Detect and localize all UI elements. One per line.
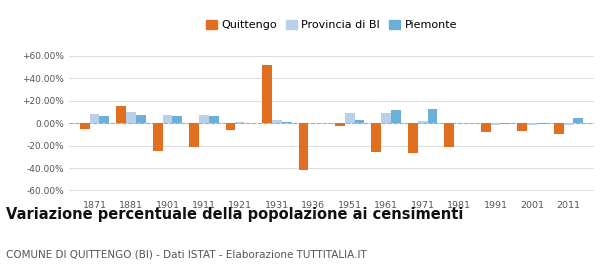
Bar: [299, 123, 308, 170]
Bar: [408, 123, 418, 153]
Bar: [554, 123, 563, 134]
Bar: [80, 123, 89, 129]
Bar: [163, 115, 172, 123]
Bar: [126, 112, 136, 123]
Bar: [235, 122, 245, 123]
Bar: [491, 123, 500, 125]
Bar: [537, 123, 547, 124]
Bar: [391, 110, 401, 123]
Bar: [116, 106, 126, 123]
Bar: [527, 123, 537, 125]
Bar: [481, 123, 491, 132]
Bar: [209, 116, 218, 123]
Bar: [574, 118, 583, 123]
Bar: [189, 123, 199, 147]
Bar: [418, 121, 428, 123]
Bar: [563, 123, 574, 125]
Bar: [100, 116, 109, 123]
Bar: [345, 113, 355, 123]
Bar: [355, 120, 364, 123]
Bar: [428, 109, 437, 123]
Bar: [136, 115, 146, 123]
Bar: [262, 65, 272, 123]
Bar: [272, 120, 282, 123]
Bar: [371, 123, 381, 152]
Bar: [282, 122, 292, 123]
Text: COMUNE DI QUITTENGO (BI) - Dati ISTAT - Elaborazione TUTTITALIA.IT: COMUNE DI QUITTENGO (BI) - Dati ISTAT - …: [6, 249, 367, 259]
Legend: Quittengo, Provincia di BI, Piemonte: Quittengo, Provincia di BI, Piemonte: [202, 15, 461, 34]
Bar: [226, 123, 235, 130]
Bar: [199, 115, 209, 123]
Bar: [335, 123, 345, 126]
Bar: [517, 123, 527, 131]
Bar: [89, 114, 100, 123]
Bar: [172, 116, 182, 123]
Bar: [381, 113, 391, 123]
Bar: [500, 123, 511, 124]
Bar: [445, 123, 454, 147]
Bar: [152, 123, 163, 151]
Text: Variazione percentuale della popolazione ai censimenti: Variazione percentuale della popolazione…: [6, 207, 463, 222]
